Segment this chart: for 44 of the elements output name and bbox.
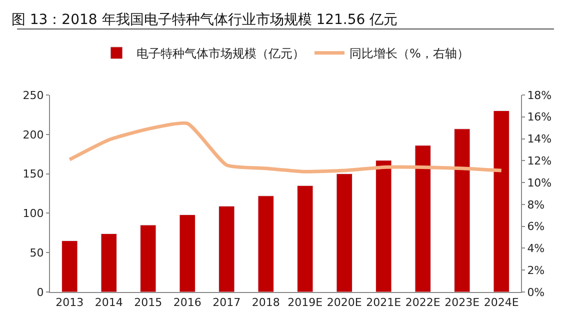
bar (297, 185, 314, 292)
chart-title: 图 13：2018 年我国电子特种气体行业市场规模 121.56 亿元 (11, 12, 398, 28)
y-tick-label: 200 (22, 128, 44, 142)
bar (336, 174, 352, 292)
x-tick-label: 2016 (173, 296, 202, 310)
bar (62, 240, 78, 292)
y-tick-label: 100 (22, 207, 44, 220)
x-tick-label: 2019E (288, 296, 323, 310)
bar (258, 196, 274, 292)
y2-tick-label: 14% (527, 132, 552, 146)
legend-label: 同比增长（%，右轴） (350, 46, 469, 61)
bar (179, 214, 196, 292)
y2-tick-label: 12% (527, 154, 552, 168)
x-tick-label: 2014 (94, 296, 123, 310)
x-tick-label: 2017 (212, 296, 241, 310)
y2-tick-label: 6% (527, 220, 545, 234)
x-tick-label: 2020E (326, 296, 362, 310)
y2-tick-label: 0% (527, 286, 545, 299)
bar (454, 128, 470, 292)
y-tick-label: 50 (30, 246, 44, 260)
x-tick-label: 2024E (484, 296, 519, 310)
bar (414, 145, 431, 292)
bar (218, 206, 235, 292)
y2-tick-label: 8% (527, 198, 545, 212)
bar (493, 110, 510, 292)
bar (376, 160, 392, 292)
y2-tick-label: 2% (527, 264, 545, 277)
bar (140, 224, 156, 292)
x-tick-label: 2023E (444, 296, 480, 310)
y2-tick-label: 18% (527, 88, 552, 102)
y-tick-label: 150 (22, 168, 44, 181)
y2-tick-label: 16% (527, 110, 552, 124)
x-tick-label: 2015 (134, 296, 162, 310)
y-tick-label: 0 (36, 286, 44, 299)
legend-label: 电子特种气体市场规模（亿元） (136, 46, 304, 61)
x-tick-label: 2018 (252, 296, 280, 310)
y-tick-label: 250 (22, 88, 44, 102)
y2-tick-label: 10% (527, 176, 552, 190)
x-tick-label: 2013 (56, 296, 84, 310)
x-tick-label: 2022E (405, 296, 440, 310)
x-tick-label: 2021E (366, 296, 402, 310)
y2-tick-label: 4% (527, 242, 545, 256)
line-series (68, 121, 504, 174)
bar (100, 233, 117, 292)
